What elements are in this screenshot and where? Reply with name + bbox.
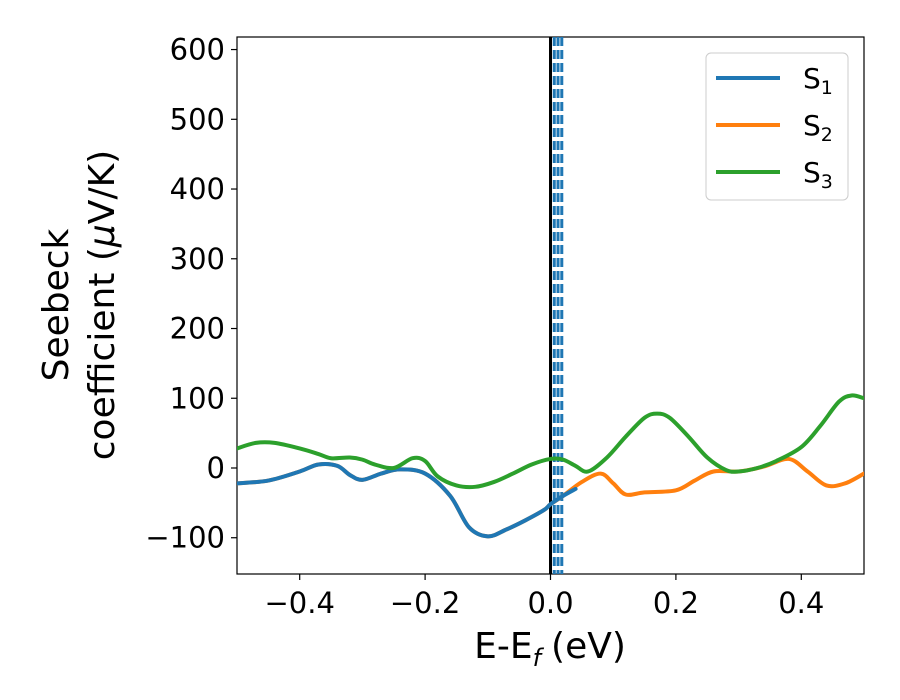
legend-label-s1: S1: [803, 62, 833, 99]
y-tick-label: 600: [170, 33, 225, 67]
x-tick-label: −0.4: [264, 586, 334, 620]
y-axis-title-line1: Seebeck: [36, 228, 77, 381]
legend-label-s2: S2: [803, 109, 833, 146]
x-tick-label: 0.0: [527, 586, 573, 620]
y-axis-title: Seebeck coefficient (μV/K): [36, 150, 123, 460]
legend-entries: S1 S2 S3: [716, 62, 833, 193]
legend-label-s3: S3: [803, 156, 833, 193]
legend: S1 S2 S3: [705, 52, 849, 201]
y-axis-ticks: −100 0 100 200 300 400 500 600: [145, 33, 237, 555]
series-lines: [237, 393, 864, 539]
x-tick-label: 0.4: [778, 586, 824, 620]
y-tick-label: 200: [170, 312, 225, 346]
x-tick-label: −0.2: [390, 586, 460, 620]
y-tick-label: 0: [207, 451, 225, 485]
y-tick-label: 100: [170, 381, 225, 415]
y-tick-label: 400: [170, 172, 225, 206]
x-tick-label: 0.2: [653, 586, 699, 620]
x-axis-ticks: −0.4 −0.2 0.0 0.2 0.4: [264, 574, 824, 620]
y-tick-label: 300: [170, 242, 225, 276]
y-axis-title-line2: coefficient (μV/K): [82, 150, 123, 460]
series-line-s3: [237, 393, 864, 490]
y-tick-label: −100: [145, 521, 225, 555]
y-tick-label: 500: [170, 102, 225, 136]
series-line-s1: [237, 462, 578, 539]
reference-lines: [549, 37, 564, 574]
